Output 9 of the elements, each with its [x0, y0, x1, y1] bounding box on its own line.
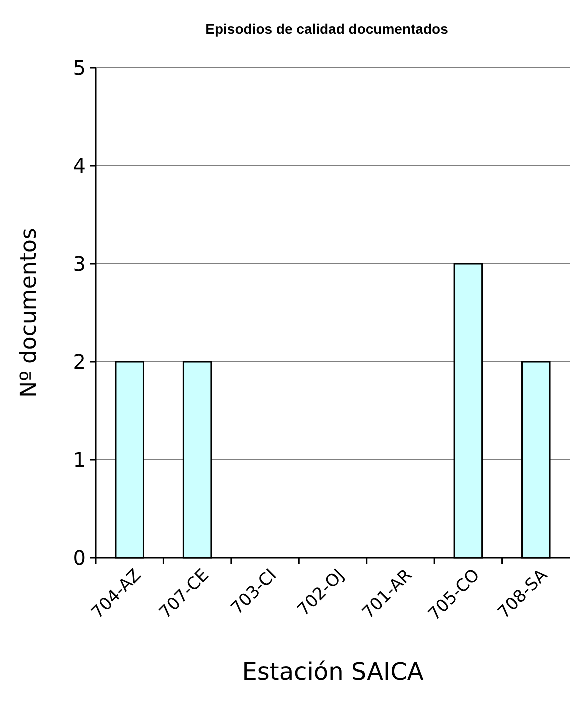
y-axis-title: Nº documentos	[17, 228, 42, 398]
y-tick-label: 2	[73, 350, 86, 374]
x-axis-title: Estación SAICA	[242, 658, 424, 686]
y-tick-label: 3	[73, 252, 86, 276]
chart-title: Episodios de calidad documentados	[206, 21, 449, 37]
y-tick-label: 5	[73, 56, 86, 80]
y-tick-label: 0	[73, 546, 86, 570]
y-tick-label: 1	[73, 448, 86, 472]
y-tick-label: 4	[73, 154, 86, 178]
